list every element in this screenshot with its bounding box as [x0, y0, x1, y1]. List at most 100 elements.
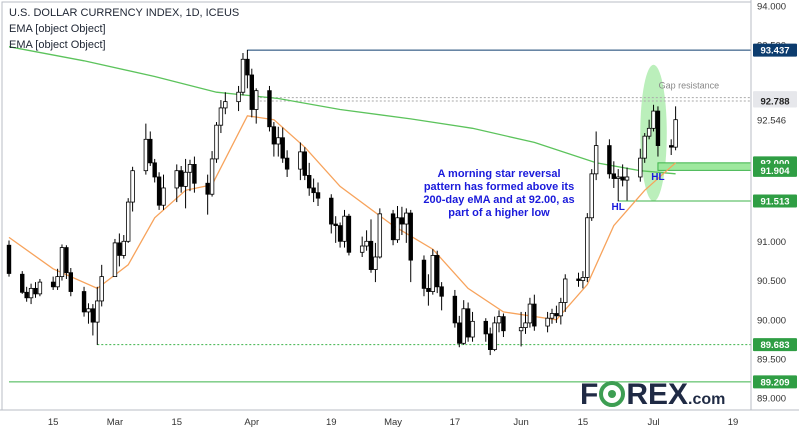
candle-body	[68, 272, 74, 292]
candle-body	[267, 90, 272, 128]
candle	[187, 159, 193, 192]
candle	[306, 162, 312, 196]
hl-label: HL	[651, 172, 664, 183]
candle-body	[55, 276, 60, 288]
candle	[59, 244, 65, 281]
candle-body	[421, 259, 427, 289]
candle-body	[470, 320, 475, 338]
candle-body	[642, 135, 647, 159]
x-tick-label: Apr	[244, 417, 259, 428]
candle-body	[183, 171, 188, 187]
price-label: 91.904	[760, 166, 790, 177]
candle-body	[245, 58, 250, 76]
candle-body	[651, 110, 656, 129]
candle-body	[218, 107, 224, 126]
y-tick-label: 92.546	[757, 116, 786, 127]
candle-body	[187, 164, 193, 173]
candle-body	[86, 308, 91, 313]
candle-body	[373, 256, 378, 270]
candle-body	[333, 223, 338, 227]
candle-body	[620, 176, 625, 181]
candle	[576, 272, 581, 287]
candle-body	[395, 217, 400, 241]
candle	[607, 139, 612, 179]
x-tick-label: 17	[450, 417, 461, 428]
candle	[527, 297, 533, 328]
x-tick-label: 15	[48, 417, 59, 428]
candle	[655, 106, 661, 157]
candle-body	[461, 308, 466, 344]
candle	[223, 92, 228, 115]
x-tick-label: Jul	[647, 417, 659, 428]
candle	[152, 158, 157, 183]
candle-body	[143, 138, 149, 172]
candle	[117, 233, 122, 267]
x-tick-label: Jun	[513, 417, 528, 428]
candle-body	[346, 215, 352, 253]
candle-body	[532, 303, 537, 327]
price-label: 89.209	[760, 377, 789, 388]
candle-body	[607, 145, 612, 175]
candle	[284, 150, 290, 177]
x-tick-label: May	[384, 417, 402, 428]
price-label: 91.513	[760, 197, 789, 208]
candle-body	[439, 286, 444, 297]
candle-body	[311, 187, 316, 194]
candle-body	[359, 245, 365, 253]
candle	[377, 208, 383, 259]
candle	[342, 209, 347, 248]
candle-body	[585, 217, 590, 278]
candle	[28, 283, 34, 305]
candle	[642, 133, 647, 163]
candle	[33, 282, 38, 298]
candle-body	[496, 316, 502, 324]
candle-body	[192, 164, 197, 184]
candle	[651, 104, 656, 132]
candle	[452, 289, 458, 328]
candle-body	[254, 90, 259, 110]
candle-body	[673, 119, 678, 148]
candle	[99, 264, 104, 307]
candle-body	[276, 137, 281, 145]
price-label-box	[753, 375, 797, 389]
candle	[178, 165, 184, 193]
ema-fast-legend: EMA [object Object]	[9, 23, 106, 35]
y-axis-panel	[751, 0, 799, 440]
price-label: 92.000	[760, 158, 789, 169]
candle-body	[214, 124, 219, 160]
x-tick-label: 19	[728, 417, 739, 428]
candle-body	[589, 173, 594, 219]
candle-body	[178, 170, 184, 187]
candle	[249, 68, 255, 118]
candle-body	[315, 192, 321, 199]
logo-text-f: F	[580, 378, 599, 411]
candle-body	[426, 287, 431, 292]
candle-body	[430, 255, 436, 292]
candle-body	[50, 281, 56, 288]
candle-body	[624, 176, 630, 181]
logo-dotcom: .com	[688, 391, 726, 408]
candle-body	[527, 303, 533, 324]
candle-body	[518, 327, 524, 332]
candle	[430, 249, 436, 295]
candle	[86, 303, 91, 324]
candle-body	[408, 212, 413, 261]
candle-body	[156, 176, 162, 206]
price-label: 93.437	[760, 46, 789, 57]
gap-resistance-label: Gap resistance	[659, 80, 720, 90]
candle	[112, 238, 118, 278]
candle	[523, 311, 528, 334]
candle-body	[152, 162, 157, 178]
candle-body	[28, 287, 34, 299]
candle	[192, 156, 197, 193]
candle-body	[209, 158, 215, 195]
candle-body	[483, 320, 488, 335]
candle-body	[364, 240, 369, 247]
candle-body	[24, 291, 29, 299]
candle-body	[112, 242, 118, 278]
y-tick-label: 91.000	[757, 237, 786, 248]
y-tick-label: 89.500	[757, 355, 786, 366]
candle-body	[593, 145, 599, 175]
price-label-box	[753, 43, 797, 57]
